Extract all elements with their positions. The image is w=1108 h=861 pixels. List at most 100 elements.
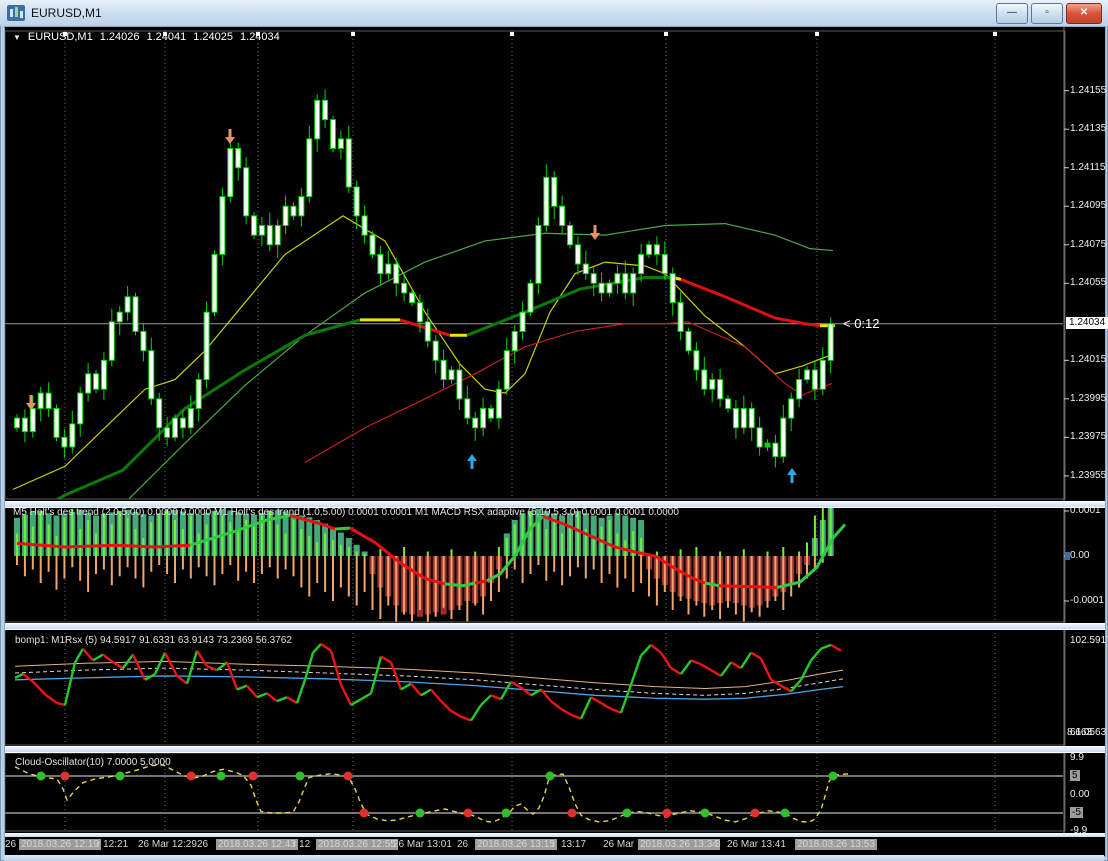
candle-body [77, 392, 84, 425]
macd-wide-bar [353, 544, 360, 556]
time-axis[interactable]: 26 2018.03.26 12:19 r 12:21 26 Mar 12:29 26 2… [5, 837, 1105, 856]
restore-button[interactable]: ▫ [1031, 3, 1063, 24]
chart-client-area[interactable]: ▼ EURUSD,M1 1.24026 1.24041 1.24025 1.24… [4, 26, 1108, 857]
close-button[interactable]: ✕ [1066, 3, 1102, 24]
horizontal-scrollbar[interactable] [4, 855, 1104, 861]
rsx-zigzag-segment [295, 679, 307, 704]
macd-thin-up-bar [561, 533, 564, 556]
orange-line [14, 660, 844, 690]
candle-body [598, 282, 605, 294]
macd-thin-up-bar [126, 517, 129, 556]
macd-thin-up-bar [537, 520, 540, 556]
macd-thin-up-bar [31, 526, 34, 556]
cloud-indicator-label: Cloud-Oscillator(10) 7.0000 5.0000 [15, 757, 171, 768]
macd-thin-down-bar [23, 556, 26, 577]
macd-thin-down-bar [16, 556, 18, 565]
rsx-zigzag-segment [185, 650, 199, 685]
panel-border [5, 628, 1066, 746]
candle-body [282, 205, 289, 227]
rsx-zigzag-segment [329, 650, 343, 685]
time-axis-crosshair-label: 2018.03.26 12:19 [19, 839, 101, 850]
chart-plot-canvas[interactable] [5, 27, 1105, 856]
macd-thin-down-bar [790, 556, 793, 597]
timer-annotation: < 0:12 [843, 316, 880, 331]
macd-thin-down-bar [63, 556, 66, 579]
macd-signal-segment [486, 515, 545, 583]
macd-thin-up-bar [229, 522, 232, 556]
candle-body [606, 282, 613, 294]
candle-body [361, 215, 368, 236]
candle-body [290, 205, 297, 217]
candle-body [424, 321, 431, 342]
macd-wide-bar [314, 520, 321, 556]
candle-body [788, 398, 795, 419]
macd-thin-down-bar [655, 556, 658, 606]
macd-thin-up-bar [308, 535, 311, 556]
macd-thin-down-bar [553, 556, 556, 572]
time-axis-crosshair-label: 2018.03.26 13:15 [475, 839, 557, 850]
candle-body [456, 369, 463, 400]
upper-band-green [127, 222, 834, 499]
sell-arrow-icon [590, 225, 600, 240]
macd-axis-label: 0.00 [1070, 550, 1090, 561]
macd-thin-up-bar [268, 511, 271, 556]
price-axis-label: 1.23995 [1070, 392, 1107, 404]
panel-resize-handle[interactable] [5, 623, 1105, 630]
candle-body [314, 99, 321, 140]
macd-thin-down-bar [371, 556, 374, 610]
macd-thin-down-bar [387, 556, 390, 606]
candle-body [116, 311, 123, 323]
period-marker [815, 32, 819, 36]
macd-thin-up-bar [584, 529, 587, 556]
rsx-zigzag-segment [420, 688, 432, 697]
rsx-zigzag-segment [460, 715, 472, 722]
time-axis-label: 13:17 [561, 839, 587, 850]
macd-thin-down-bar [624, 556, 627, 579]
time-axis-label: r [552, 839, 556, 850]
macd-thin-up-bar [110, 524, 113, 556]
macd-thin-down-bar [355, 556, 358, 606]
rsx-zigzag-segment [670, 667, 682, 676]
panel-resize-handle[interactable] [5, 501, 1105, 508]
macd-thin-up-bar [505, 538, 508, 556]
macd-thin-down-bar [87, 556, 90, 592]
rsx-zigzag-segment [799, 659, 813, 681]
chevron-down-icon[interactable]: ▼ [13, 32, 21, 42]
candle-body [274, 225, 281, 246]
macd-thin-down-bar [742, 556, 745, 622]
window-titlebar[interactable]: EURUSD,M1 — ▫ ✕ [0, 0, 1108, 26]
rsx-zigzag-segment [216, 661, 228, 672]
macd-wide-bar [140, 514, 147, 556]
rsx-zigzag-segment [690, 659, 702, 666]
macd-thin-up-bar [829, 507, 832, 556]
macd-thin-down-bar [339, 556, 342, 588]
rsx-zigzag-segment [680, 659, 692, 675]
rsx-zigzag-segment [63, 662, 77, 706]
period-marker [163, 32, 167, 36]
cloud-green-dot [780, 808, 790, 818]
candle-body [29, 407, 36, 433]
cloud-red-dot [60, 771, 70, 781]
trend-ma-segment [54, 318, 361, 499]
rsx-zigzag-segment [131, 654, 147, 681]
macd-thin-down-bar [663, 556, 666, 592]
panel-resize-handle[interactable] [5, 746, 1105, 753]
rsx-axis-label-overlap: 8.663 [1067, 727, 1093, 739]
rsx-zigzag-segment [610, 707, 622, 714]
candle-body [527, 282, 534, 313]
rsx-zigzag-segment [389, 661, 403, 690]
cloud-green-dot [36, 771, 46, 781]
candle-body [393, 263, 400, 284]
macd-thin-down-bar [197, 556, 200, 568]
time-axis-label: 26 Mar 12:29 [138, 839, 197, 850]
candle-body [574, 244, 581, 265]
macd-thin-up-bar [260, 515, 263, 556]
macd-thin-down-bar [411, 556, 413, 622]
minimize-button[interactable]: — [996, 3, 1028, 24]
macd-thin-down-bar [395, 556, 398, 622]
macd-thin-down-bar [434, 556, 437, 617]
macd-thin-up-bar [23, 515, 26, 556]
candle-body [717, 379, 724, 400]
candle-body [235, 147, 242, 169]
